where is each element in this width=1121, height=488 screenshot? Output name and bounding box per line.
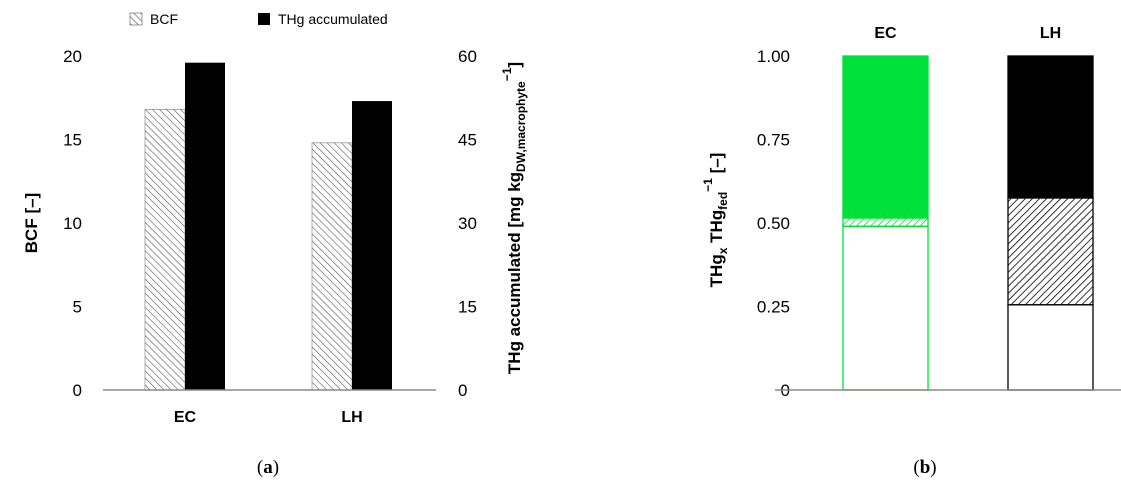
segment-solid-lh <box>1007 55 1094 199</box>
stacked-bars-b <box>842 55 1094 391</box>
category-label-b: LH <box>1040 25 1061 42</box>
category-labels-a: EC LH <box>174 409 363 426</box>
y-tick-label: 0 <box>73 381 82 400</box>
left-axis-ticks: 0 5 10 15 20 <box>63 47 82 400</box>
segment-open-lh <box>1007 304 1094 391</box>
category-label: LH <box>341 409 362 426</box>
y2-tick-label: 60 <box>458 47 477 66</box>
segment-solid-ec <box>842 55 929 219</box>
legend: BCF THg accumulated <box>129 11 388 27</box>
y-axis-label-right: THg accumulated [mg kgDW,macrophyte−1] <box>500 62 528 374</box>
bar-bcf-ec <box>144 109 186 391</box>
segment-open-ec <box>842 225 929 391</box>
y2-tick-label: 30 <box>458 214 477 233</box>
y-tick-label-b: 0.75 <box>757 131 790 150</box>
y-tick-label-b: 0.50 <box>757 214 790 233</box>
y-axis-label-b: THgx THgfed−1 [–] <box>701 153 730 288</box>
legend-label-bcf: BCF <box>150 11 178 27</box>
category-label: EC <box>174 409 197 426</box>
y2-tick-label: 45 <box>458 131 477 150</box>
segment-hatch-lh <box>1007 197 1094 306</box>
right-axis-ticks: 0 15 30 45 60 <box>458 47 477 400</box>
panel-label-b: (b) <box>913 457 936 478</box>
panel-label-a: (a) <box>257 457 279 478</box>
y-tick-label: 10 <box>63 214 82 233</box>
y-axis-label-left: BCF [–] <box>22 193 41 253</box>
y-tick-label: 15 <box>63 131 82 150</box>
legend-swatch-bcf <box>129 12 143 26</box>
bar-bcf-lh <box>311 142 353 391</box>
category-label-b: EC <box>874 25 897 42</box>
y-tick-label: 5 <box>73 298 82 317</box>
bar-thg-lh <box>352 101 392 390</box>
panel-a: BCF THg accumulated 0 5 10 15 20 0 15 30 45 60 E… <box>22 11 528 478</box>
y-tick-label-b: 1.00 <box>757 47 790 66</box>
segment-hatch-ec <box>842 217 929 227</box>
y-tick-label-b: 0.25 <box>757 298 790 317</box>
y2-tick-label: 15 <box>458 298 477 317</box>
y2-tick-label: 0 <box>458 381 467 400</box>
bars-a <box>144 62 392 391</box>
bar-thg-ec <box>185 62 225 391</box>
y-axis-ticks-b: 00.250.500.751.00 <box>757 47 790 400</box>
y-tick-label: 20 <box>63 47 82 66</box>
category-labels-b: EC LH <box>874 25 1061 42</box>
legend-label-thg: THg accumulated <box>278 11 388 27</box>
legend-swatch-thg <box>258 13 270 25</box>
